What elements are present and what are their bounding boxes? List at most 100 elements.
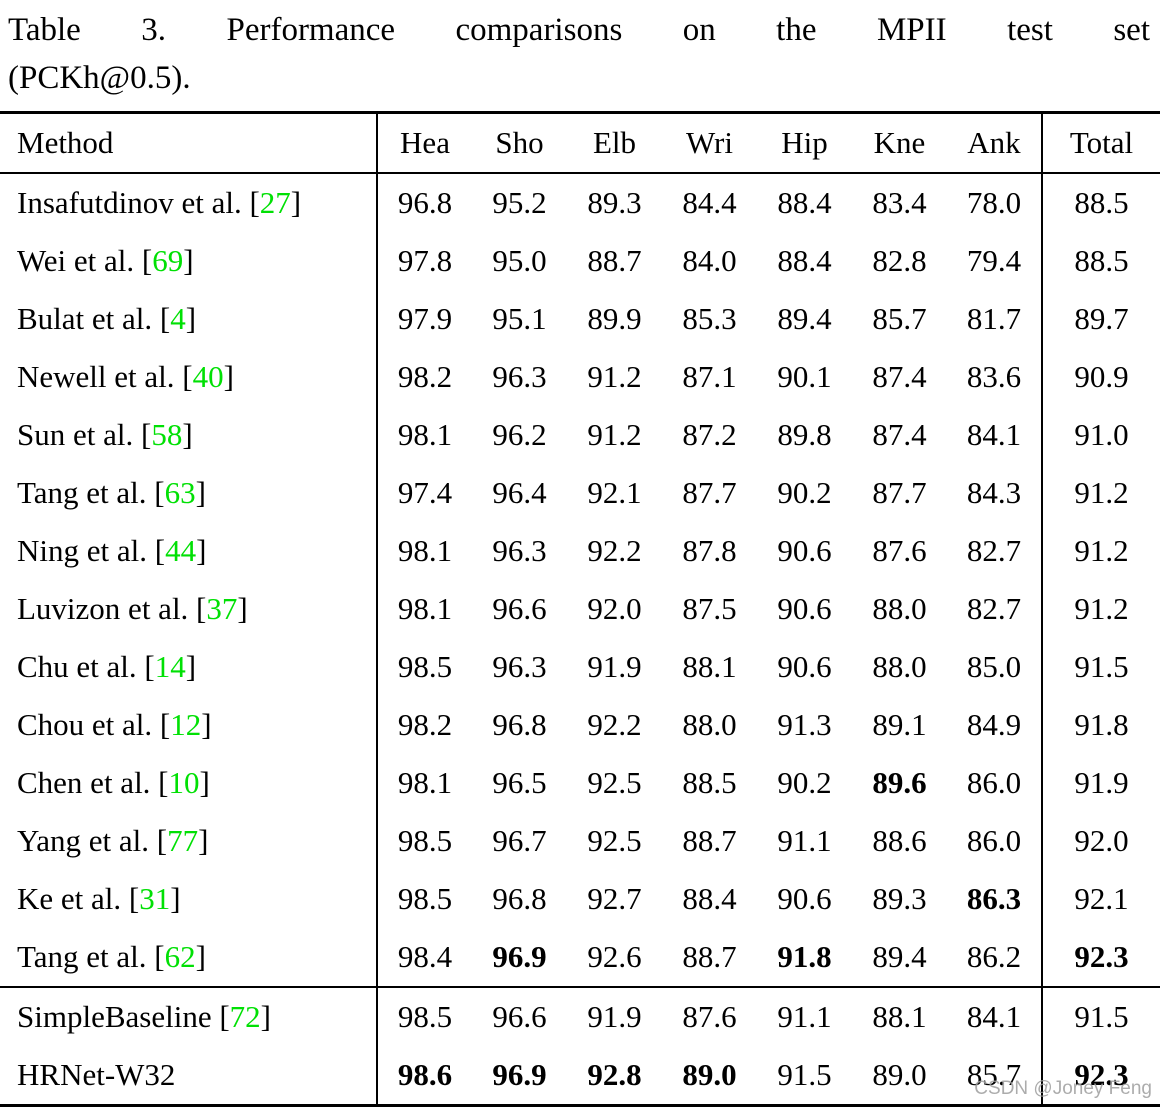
score-cell: 96.6 [472, 986, 567, 1046]
column-header-elb: Elb [567, 112, 662, 174]
score-cell: 86.0 [966, 765, 1022, 800]
score-cell: 87.5 [682, 591, 737, 626]
score-cell: 87.2 [682, 417, 737, 452]
score-cell: 98.5 [397, 649, 453, 684]
method-cell: Sun et al. [58] [0, 406, 378, 464]
citation-ref[interactable]: 14 [154, 649, 186, 684]
score-cell: 92.6 [587, 939, 642, 974]
method-cell: Tang et al. [62] [0, 928, 378, 987]
total-cell: 90.9 [1041, 348, 1160, 406]
score-cell: 91.9 [567, 986, 662, 1046]
score-cell: 91.8 [777, 939, 832, 974]
score-cell: 85.3 [682, 301, 737, 336]
score-cell: 90.2 [777, 765, 832, 800]
table-row: HRNet-W32 98.6 96.9 92.8 89.0 91.5 89.0 85.7 92.… [0, 1046, 1160, 1106]
total-cell: 88.5 [1041, 173, 1160, 232]
table-row: Bulat et al. [4] 97.9 95.1 89.9 85.3 89.4 85.7… [0, 290, 1160, 348]
column-header-sho: Sho [472, 112, 567, 174]
score-cell: 96.3 [492, 533, 547, 568]
citation-ref[interactable]: 27 [259, 185, 291, 220]
score-cell: 96.6 [492, 591, 547, 626]
score-cell: 78.0 [966, 185, 1022, 220]
citation-ref[interactable]: 37 [206, 591, 238, 626]
table-row: Tang et al. [62] 98.4 96.9 92.6 88.7 91.8 89.4… [0, 928, 1160, 987]
score-cell: 87.7 [872, 475, 927, 510]
score-cell: 95.2 [492, 185, 547, 220]
citation-ref[interactable]: 62 [164, 939, 196, 974]
score-cell: 88.1 [852, 986, 947, 1046]
score-cell: 98.4 [397, 939, 453, 974]
score-cell: 82.8 [872, 243, 927, 278]
citation-ref[interactable]: 4 [170, 301, 186, 336]
total-cell: 91.8 [1041, 696, 1160, 754]
score-cell: 98.1 [397, 591, 453, 626]
score-cell: 98.1 [397, 417, 453, 452]
total-cell: 91.5 [1041, 638, 1160, 696]
method-cell: Luvizon et al. [37] [0, 580, 378, 638]
table-row: SimpleBaseline [72] 98.5 96.6 91.9 87.6 91.1 8… [0, 986, 1160, 1046]
score-cell: 85.0 [966, 649, 1022, 684]
method-cell: Chou et al. [12] [0, 696, 378, 754]
method-cell: Insafutdinov et al. [27] [0, 173, 378, 232]
table-row: Ning et al. [44] 98.1 96.3 92.2 87.8 90.6 87.6… [0, 522, 1160, 580]
score-cell: 92.5 [587, 823, 642, 858]
total-cell: 92.0 [1041, 812, 1160, 870]
score-cell: 87.7 [682, 475, 737, 510]
method-cell: Bulat et al. [4] [0, 290, 378, 348]
citation-ref[interactable]: 69 [152, 243, 184, 278]
score-cell: 84.3 [966, 475, 1022, 510]
citation-ref[interactable]: 10 [168, 765, 200, 800]
method-cell: Ning et al. [44] [0, 522, 378, 580]
score-cell: 84.1 [947, 986, 1042, 1046]
score-cell: 98.2 [397, 707, 453, 742]
table-body-prior-methods: Insafutdinov et al. [27] 96.8 95.2 89.3 84.4… [0, 173, 1160, 987]
score-cell: 88.0 [682, 707, 737, 742]
score-cell: 91.3 [777, 707, 832, 742]
score-cell: 79.4 [966, 243, 1022, 278]
citation-ref[interactable]: 72 [229, 999, 261, 1034]
score-cell: 84.0 [682, 243, 737, 278]
score-cell: 98.5 [377, 986, 472, 1046]
table-row: Insafutdinov et al. [27] 96.8 95.2 89.3 84.4… [0, 173, 1160, 232]
citation-ref[interactable]: 63 [164, 475, 196, 510]
score-cell: 83.4 [872, 185, 927, 220]
page: { "caption": { "line1": "Table 3. Perfor… [0, 6, 1160, 1107]
score-cell: 91.9 [587, 649, 642, 684]
column-header-hea: Hea [377, 112, 472, 174]
score-cell: 98.5 [397, 823, 453, 858]
score-cell: 92.1 [587, 475, 642, 510]
score-cell: 87.4 [872, 359, 927, 394]
caption-line-2: (PCKh@0.5). [8, 60, 191, 96]
score-cell: 96.3 [492, 359, 547, 394]
score-cell: 89.0 [872, 1057, 927, 1092]
citation-ref[interactable]: 12 [170, 707, 202, 742]
score-cell: 92.0 [587, 591, 642, 626]
score-cell: 82.7 [966, 533, 1022, 568]
score-cell: 81.7 [966, 301, 1022, 336]
score-cell: 91.2 [587, 359, 642, 394]
score-cell: 88.5 [682, 765, 737, 800]
method-cell: Wei et al. [69] [0, 232, 378, 290]
score-cell: 88.4 [777, 185, 832, 220]
total-cell: 89.7 [1041, 290, 1160, 348]
score-cell: 91.1 [757, 986, 852, 1046]
score-cell: 95.0 [492, 243, 547, 278]
citation-ref[interactable]: 31 [139, 881, 171, 916]
score-cell: 88.4 [777, 243, 832, 278]
score-cell: 83.6 [966, 359, 1022, 394]
score-cell: 88.0 [872, 649, 927, 684]
score-cell: 98.5 [397, 881, 453, 916]
citation-ref[interactable]: 40 [192, 359, 224, 394]
table-row: Chen et al. [10] 98.1 96.5 92.5 88.5 90.2 89.6… [0, 754, 1160, 812]
table-row: Ke et al. [31] 98.5 96.8 92.7 88.4 90.6 89.3 86… [0, 870, 1160, 928]
citation-ref[interactable]: 58 [151, 417, 183, 452]
citation-ref[interactable]: 77 [167, 823, 199, 858]
citation-ref[interactable]: 44 [165, 533, 197, 568]
score-cell: 86.0 [966, 823, 1022, 858]
score-cell: 90.1 [777, 359, 832, 394]
score-cell: 89.6 [872, 765, 927, 800]
score-cell: 96.9 [492, 1057, 547, 1092]
column-header-kne: Kne [852, 112, 947, 174]
score-cell: 87.6 [872, 533, 927, 568]
score-cell: 87.1 [682, 359, 737, 394]
